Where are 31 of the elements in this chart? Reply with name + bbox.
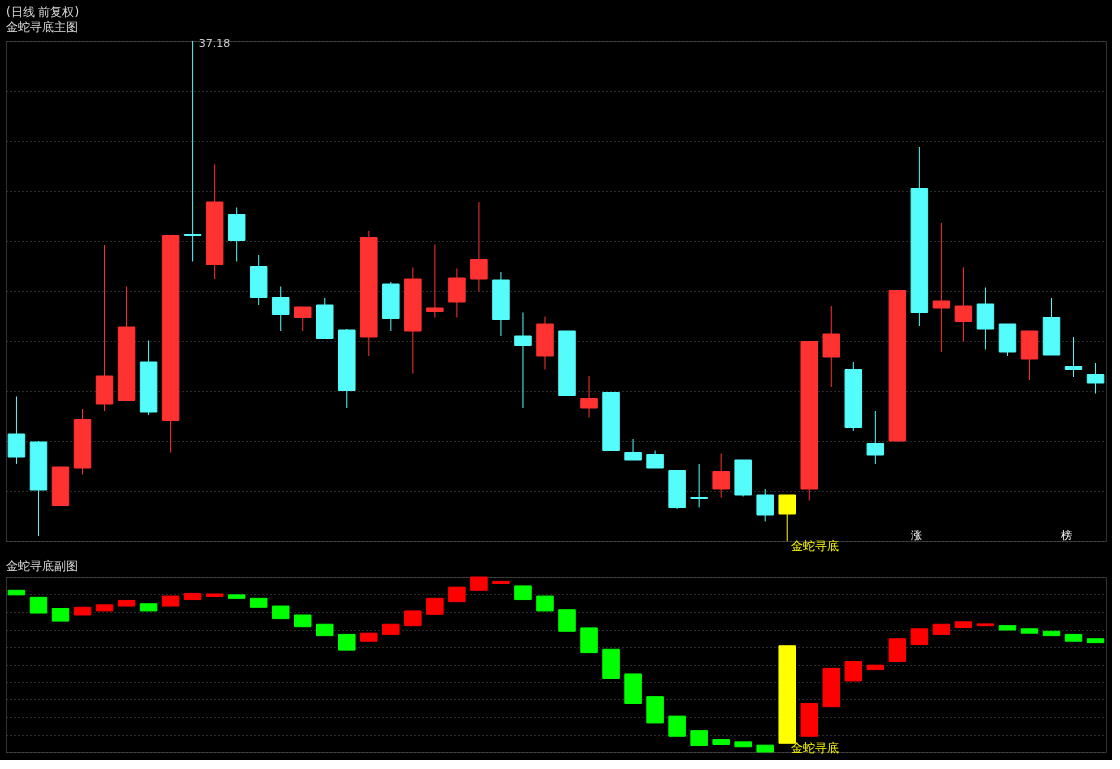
- annotation: 金蛇寻底: [791, 539, 840, 553]
- chart-subtitle: 金蛇寻底主图: [6, 20, 78, 34]
- chart-title: 金蛇寻底副图: [6, 558, 78, 573]
- candlestick: [822, 305, 841, 388]
- candlestick: [7, 396, 26, 465]
- candlestick: [470, 201, 488, 292]
- candlestick: [624, 438, 642, 461]
- candlestick: [844, 661, 863, 682]
- annotation: 37.18: [198, 37, 231, 50]
- candlestick: [690, 463, 708, 508]
- candlestick: [668, 715, 686, 737]
- candlestick: [712, 453, 730, 498]
- candlestick: [778, 494, 796, 542]
- candlestick: [448, 268, 466, 318]
- candlestick: [932, 222, 951, 353]
- candlestick: [580, 375, 598, 418]
- annotation: 金蛇寻底: [791, 741, 840, 756]
- candlestick: [293, 306, 312, 332]
- candlestick: [1086, 362, 1105, 394]
- annotation: 涨: [910, 529, 922, 542]
- candlestick: [558, 609, 576, 632]
- candlestick: [1064, 336, 1083, 378]
- annotation: 榜: [1060, 529, 1072, 542]
- candlestick: [756, 488, 774, 522]
- chart-title: (日线 前复权): [6, 5, 80, 19]
- candlestick: [888, 638, 907, 663]
- candlestick: [514, 312, 532, 409]
- candlestick: [954, 267, 973, 342]
- candlestick: [271, 286, 290, 332]
- candlestick: [866, 410, 885, 465]
- candlestick: [426, 244, 444, 318]
